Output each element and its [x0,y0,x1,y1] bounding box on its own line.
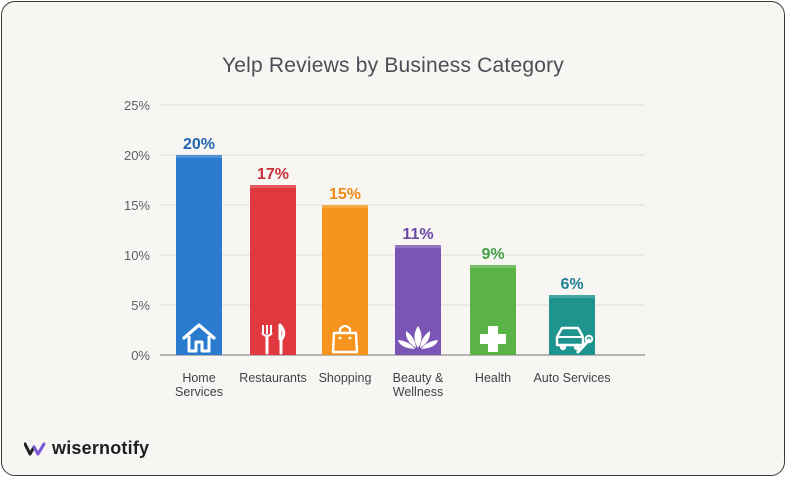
bar-value-label: 9% [481,246,504,263]
bar-value-label: 15% [329,186,361,203]
home-icon [182,323,216,353]
bar-value-label: 20% [183,136,215,153]
car-wrench-icon [555,326,594,354]
y-tick-label: 25% [124,98,150,113]
fork-knife-icon [261,323,286,355]
brand-logo: wisernotify [24,438,149,459]
y-tick-label: 20% [124,148,150,163]
x-tick-label: Restaurants [239,371,306,385]
bar-highlight [322,205,368,208]
y-tick-label: 10% [124,248,150,263]
wisernotify-logo-icon [24,442,46,455]
bar-highlight [470,265,516,268]
chart-title: Yelp Reviews by Business Category [222,54,564,77]
x-tick-label: Health [475,371,511,385]
x-tick-label: Auto Services [533,371,610,385]
bar-highlight [176,155,222,158]
bar-highlight [549,295,595,298]
y-tick-label: 0% [131,348,150,363]
y-tick-label: 5% [131,298,150,313]
x-tick-label: Home Services [175,371,223,399]
bar-home-services [176,155,222,355]
x-tick-label: Shopping [319,371,372,385]
bar-restaurants [250,185,296,355]
bar-value-label: 17% [257,166,289,183]
x-tick-label: Beauty & Wellness [393,371,444,399]
brand-name: wisernotify [52,438,150,458]
shopping-bag-icon [331,324,359,354]
bar-shopping [322,205,368,355]
bar-highlight [395,245,441,248]
bar-highlight [250,185,296,188]
bar-value-label: 11% [402,226,433,243]
y-tick-label: 15% [124,198,150,213]
bar-value-label: 6% [560,276,583,293]
medical-cross-icon [480,326,506,352]
lotus-icon [398,326,438,349]
